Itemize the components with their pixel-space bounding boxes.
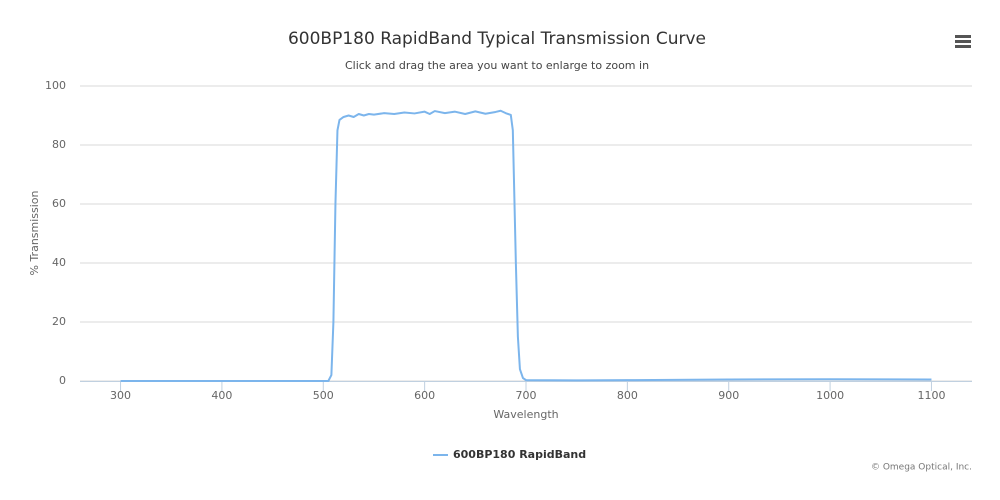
chart-title: 600BP180 RapidBand Typical Transmission …: [288, 29, 706, 49]
menu-bar[interactable]: [955, 45, 971, 48]
x-axis-title: Wavelength: [493, 408, 558, 421]
x-tick-label: 700: [516, 389, 537, 402]
y-tick-label: 100: [45, 79, 66, 92]
x-tick-label: 300: [110, 389, 131, 402]
x-tick-label: 900: [718, 389, 739, 402]
legend-label[interactable]: 600BP180 RapidBand: [453, 448, 586, 461]
menu-button[interactable]: [955, 35, 971, 48]
y-axis-title: % Transmission: [28, 190, 41, 275]
menu-bar[interactable]: [955, 40, 971, 43]
x-tick-label: 800: [617, 389, 638, 402]
chart-subtitle: Click and drag the area you want to enla…: [345, 59, 649, 72]
series-line: [120, 109, 932, 382]
menu-bar[interactable]: [955, 35, 971, 38]
y-tick-label: 80: [52, 138, 66, 151]
x-tick-label: 1000: [816, 389, 844, 402]
y-tick-label: 60: [52, 197, 66, 210]
x-tick-label: 600: [414, 389, 435, 402]
x-tick-label: 1100: [917, 389, 945, 402]
credits: © Omega Optical, Inc.: [871, 463, 972, 473]
y-tick-label: 40: [52, 256, 66, 269]
y-tick-label: 20: [52, 315, 66, 328]
y-tick-label: 0: [59, 374, 66, 387]
x-tick-label: 500: [313, 389, 334, 402]
x-tick-label: 400: [211, 389, 232, 402]
